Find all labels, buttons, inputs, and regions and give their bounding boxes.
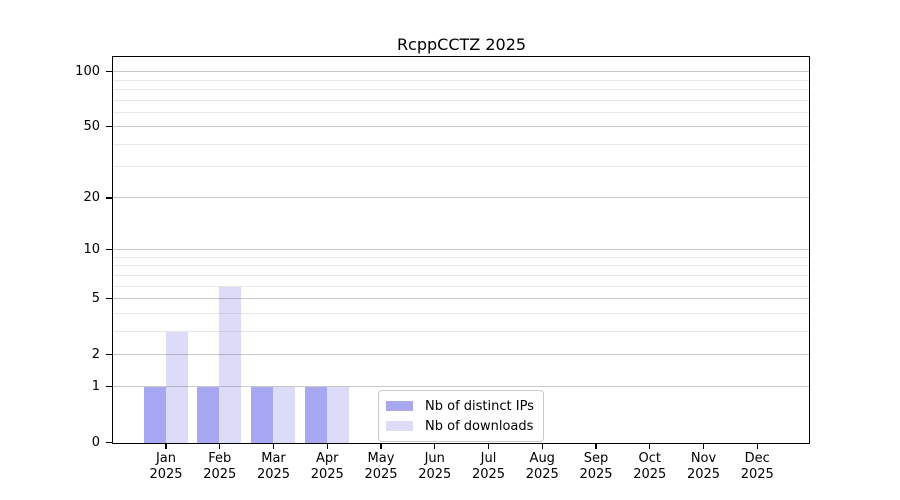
plot-area: Nb of distinct IPs Nb of downloads bbox=[112, 56, 810, 444]
legend-swatch-downloads bbox=[386, 420, 413, 432]
gridline-minor-30 bbox=[113, 166, 809, 168]
bar-distinct-ips-3 bbox=[304, 387, 327, 443]
x-tick-4 bbox=[380, 442, 382, 449]
bar-distinct-ips-1 bbox=[197, 387, 220, 443]
y-tick-label-50: 50 bbox=[83, 119, 100, 135]
bar-downloads-1 bbox=[219, 286, 242, 443]
x-tick-label-5: Jun 2025 bbox=[418, 450, 452, 482]
y-tick-10 bbox=[106, 249, 113, 251]
bar-distinct-ips-2 bbox=[251, 387, 273, 443]
y-tick-5 bbox=[106, 297, 113, 300]
x-tick-11 bbox=[756, 442, 758, 449]
gridline-minor-3 bbox=[113, 330, 809, 332]
x-tick-3 bbox=[326, 442, 328, 449]
gridline-major-1 bbox=[113, 386, 809, 388]
gridline-major-100 bbox=[113, 71, 809, 73]
y-tick-1 bbox=[106, 386, 113, 388]
y-tick-label-2: 2 bbox=[91, 346, 100, 362]
gridline-major-20 bbox=[113, 197, 809, 199]
y-tick-2 bbox=[106, 353, 113, 355]
y-tick-0 bbox=[106, 441, 113, 444]
legend-item-distinct-ips: Nb of distinct IPs bbox=[386, 396, 534, 416]
y-tick-100 bbox=[106, 71, 113, 73]
y-tick-label-0: 0 bbox=[91, 435, 100, 450]
y-tick-20 bbox=[106, 197, 113, 199]
bar-downloads-3 bbox=[326, 387, 349, 443]
gridline-minor-60 bbox=[113, 111, 809, 113]
x-tick-label-10: Nov 2025 bbox=[686, 450, 721, 482]
x-tick-label-11: Dec 2025 bbox=[740, 450, 774, 482]
y-tick-50 bbox=[106, 125, 113, 128]
gridline-major-10 bbox=[113, 249, 809, 251]
bar-downloads-2 bbox=[273, 387, 295, 443]
x-tick-8 bbox=[595, 442, 597, 449]
legend: Nb of distinct IPs Nb of downloads bbox=[378, 390, 544, 442]
bar-distinct-ips-0 bbox=[143, 387, 166, 443]
gridline-minor-70 bbox=[113, 99, 809, 101]
legend-label-downloads: Nb of downloads bbox=[425, 418, 534, 434]
chart-title: RcppCCTZ 2025 bbox=[396, 35, 527, 54]
legend-label-distinct-ips: Nb of distinct IPs bbox=[425, 398, 534, 414]
y-tick-label-10: 10 bbox=[83, 242, 100, 258]
x-tick-7 bbox=[541, 442, 543, 449]
y-tick-label-5: 5 bbox=[91, 291, 100, 307]
gridline-minor-9 bbox=[113, 257, 809, 258]
gridline-major-5 bbox=[113, 298, 809, 300]
x-tick-label-1: Feb 2025 bbox=[203, 450, 237, 482]
gridline-minor-7 bbox=[113, 274, 809, 276]
x-tick-10 bbox=[702, 442, 705, 449]
x-tick-0 bbox=[165, 442, 167, 449]
y-tick-label-20: 20 bbox=[83, 190, 100, 206]
x-tick-label-6: Jul 2025 bbox=[471, 450, 506, 482]
legend-item-downloads: Nb of downloads bbox=[386, 416, 534, 436]
x-tick-label-8: Sep 2025 bbox=[579, 450, 613, 482]
x-tick-2 bbox=[272, 442, 275, 449]
x-tick-label-3: Apr 2025 bbox=[310, 450, 344, 482]
y-tick-label-100: 100 bbox=[75, 64, 100, 80]
x-tick-label-4: May 2025 bbox=[364, 450, 398, 482]
gridline-minor-90 bbox=[113, 79, 809, 81]
x-tick-5 bbox=[434, 442, 436, 449]
gridline-minor-80 bbox=[113, 88, 809, 90]
x-tick-6 bbox=[487, 442, 490, 449]
x-tick-9 bbox=[649, 442, 651, 449]
legend-swatch-distinct-ips bbox=[386, 400, 413, 412]
gridline-minor-6 bbox=[113, 285, 809, 287]
gridline-minor-4 bbox=[113, 312, 809, 314]
y-tick-label-1: 1 bbox=[91, 379, 100, 395]
gridline-minor-40 bbox=[113, 143, 809, 145]
gridline-major-50 bbox=[113, 126, 809, 128]
x-tick-label-9: Oct 2025 bbox=[633, 450, 667, 482]
gridline-minor-8 bbox=[113, 265, 809, 267]
x-tick-1 bbox=[219, 442, 221, 449]
x-tick-label-0: Jan 2025 bbox=[149, 450, 183, 482]
x-tick-label-7: Aug 2025 bbox=[525, 450, 559, 482]
bar-downloads-0 bbox=[165, 331, 188, 443]
x-tick-label-2: Mar 2025 bbox=[256, 450, 291, 482]
gridline-major-2 bbox=[113, 353, 809, 355]
